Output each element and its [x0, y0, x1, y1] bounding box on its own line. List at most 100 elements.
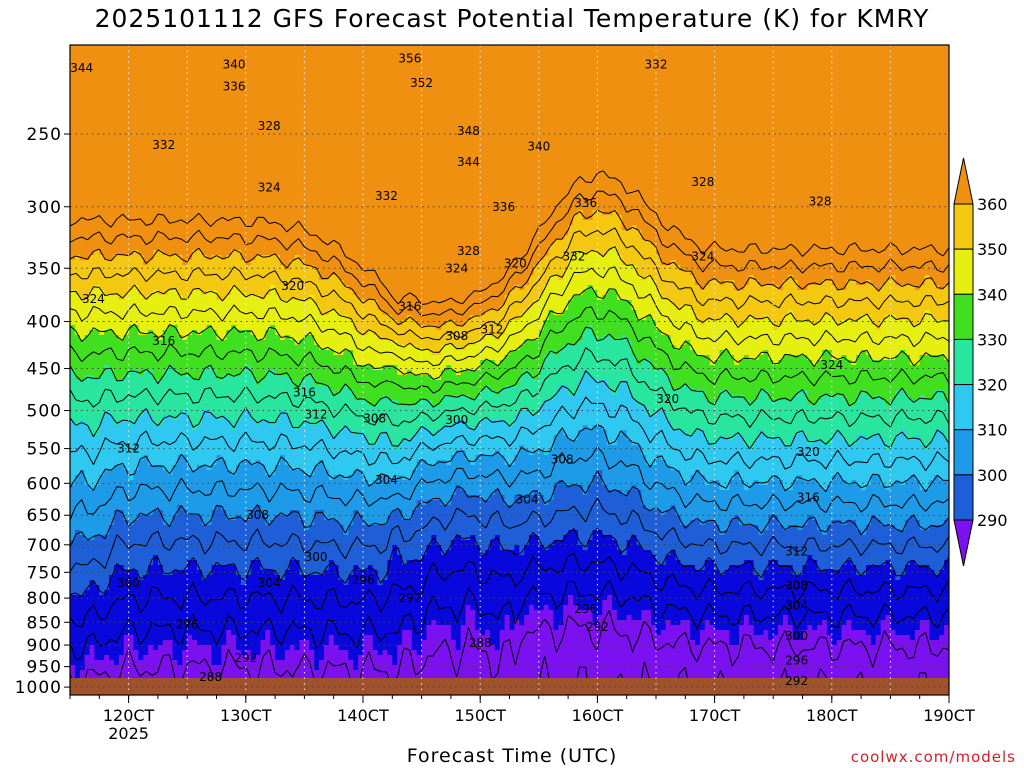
contour-fill-cell	[714, 120, 721, 126]
contour-fill-cell	[758, 135, 765, 141]
contour-fill-cell	[592, 120, 598, 126]
contour-fill-cell	[587, 50, 594, 56]
contour-fill-cell	[748, 55, 755, 61]
contour-fill-cell	[333, 45, 340, 51]
contour-fill-cell	[187, 105, 193, 111]
contour-fill-cell	[929, 110, 935, 116]
contour-fill-cell	[319, 155, 325, 161]
contour-fill-cell	[431, 65, 437, 71]
contour-fill-cell	[192, 80, 198, 86]
contour-fill-cell	[934, 50, 940, 56]
contour-fill-cell	[724, 85, 730, 91]
contour-fill-cell	[348, 130, 354, 136]
contour-fill-cell	[631, 110, 638, 116]
contour-fill-cell	[704, 50, 711, 56]
contour-fill-cell	[265, 145, 271, 151]
contour-fill-cell	[289, 100, 296, 106]
contour-fill-cell	[177, 95, 183, 101]
contour-fill-cell	[519, 60, 525, 66]
contour-fill-cell	[294, 80, 301, 86]
contour-fill-cell	[524, 135, 530, 141]
contour-fill-cell	[240, 50, 247, 56]
contour-fill-cell	[836, 170, 843, 176]
contour-fill-cell	[309, 120, 315, 126]
contour-fill-cell	[499, 135, 506, 141]
contour-fill-cell	[616, 100, 623, 106]
contour-fill-cell	[514, 165, 520, 171]
contour-fill-cell	[392, 170, 398, 176]
contour-fill-cell	[724, 115, 730, 121]
contour-fill-cell	[494, 65, 501, 71]
contour-fill-cell	[231, 170, 237, 176]
contour-fill-cell	[612, 75, 618, 81]
contour-fill-cell	[841, 105, 848, 111]
contour-fill-cell	[450, 90, 457, 96]
contour-fill-cell	[450, 75, 457, 81]
contour-fill-cell	[348, 85, 354, 91]
contour-fill-cell	[304, 115, 310, 121]
contour-fill-cell	[416, 125, 423, 131]
contour-fill-cell	[636, 120, 642, 126]
contour-fill-cell	[533, 75, 540, 81]
contour-fill-cell	[670, 115, 677, 121]
contour-fill-cell	[416, 175, 423, 181]
contour-fill-cell	[123, 100, 130, 106]
contour-fill-cell	[680, 160, 686, 166]
contour-fill-cell	[568, 55, 574, 61]
contour-fill-cell	[861, 75, 867, 81]
contour-fill-cell	[372, 50, 379, 56]
contour-fill-cell	[841, 130, 848, 136]
contour-fill-cell	[875, 105, 882, 111]
contour-fill-cell	[870, 130, 877, 136]
contour-fill-cell	[924, 75, 931, 81]
contour-fill-cell	[363, 75, 369, 81]
contour-fill-cell	[621, 85, 628, 91]
contour-fill-cell	[656, 165, 662, 171]
contour-fill-cell	[533, 150, 540, 156]
contour-fill-cell	[538, 100, 545, 106]
contour-fill-cell	[377, 65, 384, 71]
contour-fill-cell	[333, 115, 340, 121]
contour-fill-cell	[709, 155, 716, 161]
contour-fill-cell	[621, 90, 628, 96]
contour-fill-cell	[880, 145, 887, 151]
contour-fill-cell	[514, 55, 520, 61]
contour-fill-cell	[577, 95, 584, 101]
contour-fill-cell	[621, 180, 628, 186]
contour-fill-cell	[436, 90, 442, 96]
contour-fill-cell	[568, 160, 574, 166]
contour-fill-cell	[538, 155, 545, 161]
contour-fill-cell	[680, 55, 686, 61]
contour-fill-cell	[367, 75, 374, 81]
contour-fill-cell	[489, 80, 496, 86]
contour-fill-cell	[704, 115, 711, 121]
contour-fill-cell	[367, 115, 374, 121]
contour-fill-cell	[123, 55, 130, 61]
contour-fill-cell	[167, 75, 174, 81]
contour-fill-cell	[753, 80, 760, 86]
contour-fill-cell	[597, 95, 603, 101]
contour-fill-cell	[323, 165, 330, 171]
contour-fill-cell	[470, 75, 476, 81]
contour-fill-cell	[656, 130, 662, 136]
contour-fill-cell	[265, 45, 271, 51]
contour-fill-cell	[875, 85, 882, 91]
contour-fill-cell	[616, 65, 623, 71]
contour-fill-cell	[690, 120, 696, 126]
contour-fill-cell	[387, 175, 393, 181]
contour-fill-cell	[631, 170, 638, 176]
contour-fill-cell	[778, 105, 784, 111]
contour-fill-cell	[704, 165, 711, 171]
contour-fill-cell	[402, 155, 408, 161]
contour-fill-cell	[465, 50, 472, 56]
contour-fill-cell	[533, 95, 540, 101]
contour-fill-cell	[118, 65, 125, 71]
contour-fill-cell	[70, 170, 76, 176]
contour-fill-cell	[157, 65, 164, 71]
contour-fill-cell	[582, 60, 589, 66]
contour-fill-cell	[822, 105, 828, 111]
contour-fill-cell	[636, 180, 642, 186]
contour-fill-cell	[533, 130, 540, 136]
contour-fill-cell	[94, 165, 100, 171]
